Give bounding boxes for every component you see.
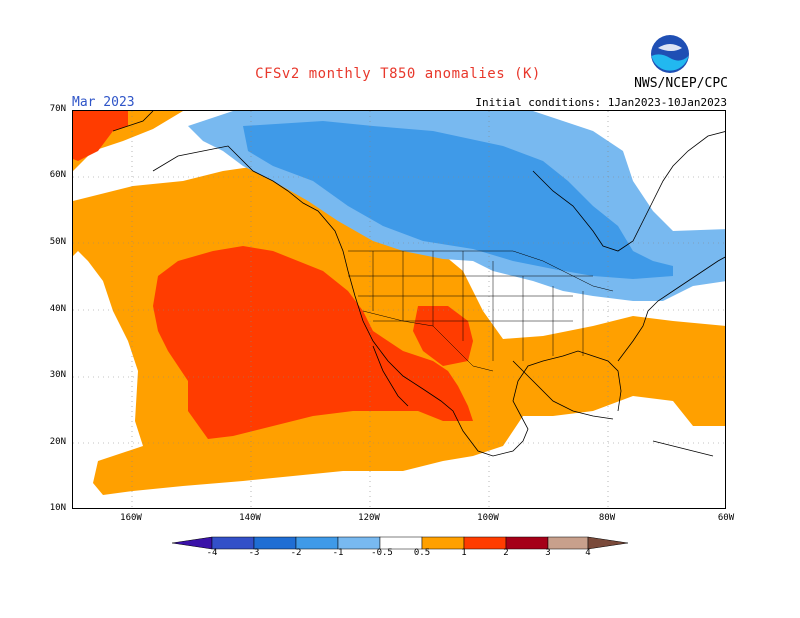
warm-anomaly-core xyxy=(153,246,473,439)
lon-label: 80W xyxy=(598,513,616,523)
colorbar-tick-label: 4 xyxy=(585,548,591,558)
colorbar-tick-label: -2 xyxy=(290,548,302,558)
lon-label: 120W xyxy=(358,513,380,523)
colorbar-tick-label: 3 xyxy=(545,548,551,558)
lat-label: 20N xyxy=(49,437,66,447)
lat-label: 50N xyxy=(49,237,66,247)
chart-title: CFSv2 monthly T850 anomalies (K) xyxy=(255,66,541,82)
colorbar-tick-label: -1 xyxy=(332,548,344,558)
anomaly-map-canvas xyxy=(73,111,725,508)
cold-anomaly-core xyxy=(243,121,673,279)
lat-label: 70N xyxy=(49,104,66,114)
initial-conditions-label: Initial conditions: 1Jan2023-10Jan2023 xyxy=(475,96,727,109)
valid-month-label: Mar 2023 xyxy=(72,95,135,110)
colorbar xyxy=(172,536,628,550)
noaa-logo-icon xyxy=(651,35,689,73)
lon-label: 60W xyxy=(717,513,735,523)
gridlines xyxy=(73,111,725,508)
lat-label: 40N xyxy=(49,304,66,314)
lon-label: 140W xyxy=(239,513,261,523)
colorbar-tick-label: -4 xyxy=(206,548,218,558)
lat-label: 60N xyxy=(49,170,66,180)
colorbar-tick-label: -0.5 xyxy=(371,548,393,558)
lon-label: 100W xyxy=(477,513,499,523)
colorbar-tick-label: 0.5 xyxy=(413,548,431,558)
colorbar-tick-label: -3 xyxy=(248,548,260,558)
lat-label: 10N xyxy=(49,503,66,513)
lat-label: 30N xyxy=(49,370,66,380)
colorbar-tick-label: 1 xyxy=(461,548,467,558)
colorbar-tick-label: 2 xyxy=(503,548,509,558)
lon-label: 160W xyxy=(120,513,142,523)
borders xyxy=(348,250,614,372)
warm-anomaly-alaska-corner xyxy=(73,111,128,161)
colorbar-swatch xyxy=(587,536,628,550)
agency-label: NWS/NCEP/CPC xyxy=(634,76,728,91)
coastlines xyxy=(112,111,725,457)
anomaly-map xyxy=(72,110,726,509)
